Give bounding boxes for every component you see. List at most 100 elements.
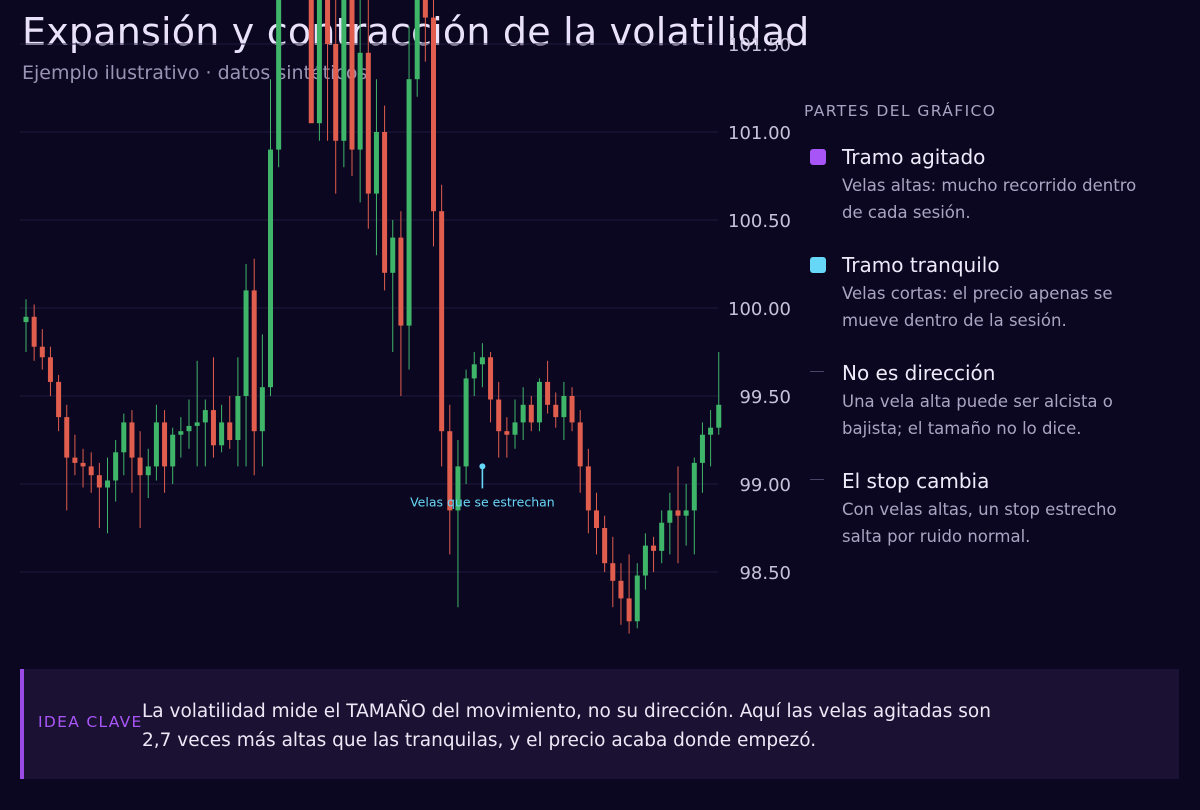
candle-body (422, 0, 428, 18)
candle-down (349, 0, 355, 176)
candle-body (699, 434, 705, 463)
candle-up (259, 334, 265, 467)
candle-body (667, 510, 673, 523)
candle-up (23, 299, 29, 352)
candle-body (113, 452, 119, 481)
candle-body (479, 357, 485, 365)
candle-down (39, 329, 45, 370)
candle-down (431, 0, 436, 247)
y-tick-label: 99.50 (739, 387, 791, 408)
candle-up (145, 448, 151, 499)
annotation-narrowing: Velas que se estrechan (410, 463, 555, 509)
candle-body (186, 425, 192, 432)
candle-up (105, 457, 110, 534)
candle-body (268, 149, 273, 388)
candle-down (56, 374, 62, 432)
candle-up (471, 352, 477, 396)
candle-up (170, 427, 176, 484)
candle-up (243, 264, 249, 467)
candle-body (528, 404, 534, 423)
candle-body (308, 0, 314, 124)
candles (23, 0, 722, 634)
candle-body (251, 290, 257, 432)
annotation-dot (479, 463, 486, 470)
candle-up (659, 510, 665, 564)
candle-body (406, 79, 412, 326)
candle-up (634, 563, 640, 629)
candle-body (357, 52, 363, 150)
candle-body (137, 457, 143, 476)
candle-body (545, 381, 551, 405)
candle-down (651, 536, 657, 572)
candle-body (716, 404, 722, 428)
candle-up (316, 0, 322, 141)
candle-body (553, 404, 559, 418)
candle-down (47, 346, 53, 396)
candle-up (716, 352, 722, 435)
y-tick-label: 99.00 (739, 475, 791, 496)
candle-body (219, 422, 225, 446)
candle-body (585, 466, 591, 511)
candle-up (512, 399, 518, 449)
candle-up (406, 26, 412, 370)
candle-down (447, 404, 453, 555)
candle-body (64, 417, 70, 458)
y-tick-label: 101.00 (728, 123, 791, 144)
candle-up (479, 343, 485, 388)
candle-down (325, 0, 331, 141)
candle-body (431, 17, 436, 212)
candle-body (341, 0, 347, 141)
candle-body (243, 290, 249, 396)
candle-up (390, 220, 396, 352)
candle-down (382, 105, 388, 291)
chart-legend: PARTES DEL GRÁFICO Tramo agitado Velas a… (804, 102, 1184, 574)
candle-body (496, 399, 502, 432)
candle-up (463, 369, 469, 484)
legend-marker-stop (810, 479, 824, 480)
candle-up (113, 440, 119, 502)
candle-body (72, 457, 78, 463)
candle-body (634, 575, 640, 622)
candle-body (31, 316, 37, 347)
candle-body (708, 427, 714, 435)
legend-marker-agitado (810, 149, 826, 165)
candle-down (626, 554, 632, 634)
candle-body (626, 598, 632, 622)
candle-body (96, 475, 102, 488)
candle-up (691, 457, 697, 555)
candle-body (455, 466, 461, 511)
candle-up (455, 440, 461, 608)
candle-up (186, 399, 192, 449)
legend-marker-tranquilo (810, 257, 826, 273)
y-tick-label: 100.00 (728, 299, 791, 320)
candle-down (333, 0, 339, 194)
candle-up (178, 417, 184, 458)
legend-name: Tramo tranquilo (842, 253, 1000, 277)
annotation-label: Velas que se estrechan (410, 494, 555, 509)
key-idea-label: IDEA CLAVE (38, 713, 143, 731)
candle-up (708, 410, 714, 467)
candle-down (585, 448, 591, 534)
candle-up (121, 413, 127, 476)
candle-down (610, 536, 616, 608)
candle-down (675, 466, 681, 564)
candle-down (602, 515, 608, 572)
candle-body (659, 522, 665, 551)
candle-body (56, 381, 62, 418)
candle-body (463, 378, 469, 467)
candle-body (170, 434, 176, 467)
candle-body (80, 462, 86, 467)
legend-name: No es dirección (842, 361, 996, 385)
candle-body (316, 0, 322, 124)
candle-body (202, 410, 208, 423)
candle-body (333, 44, 339, 141)
candle-body (504, 431, 510, 435)
candle-up (667, 492, 673, 555)
candle-down (80, 448, 86, 488)
candle-up (235, 357, 241, 467)
candle-down (398, 211, 404, 396)
legend-desc: Una vela alta puede ser alcista o bajist… (842, 392, 1113, 438)
key-idea-text: La volatilidad mide el TAMAÑO del movimi… (142, 701, 991, 751)
candle-body (691, 462, 697, 511)
candle-down (528, 396, 534, 432)
